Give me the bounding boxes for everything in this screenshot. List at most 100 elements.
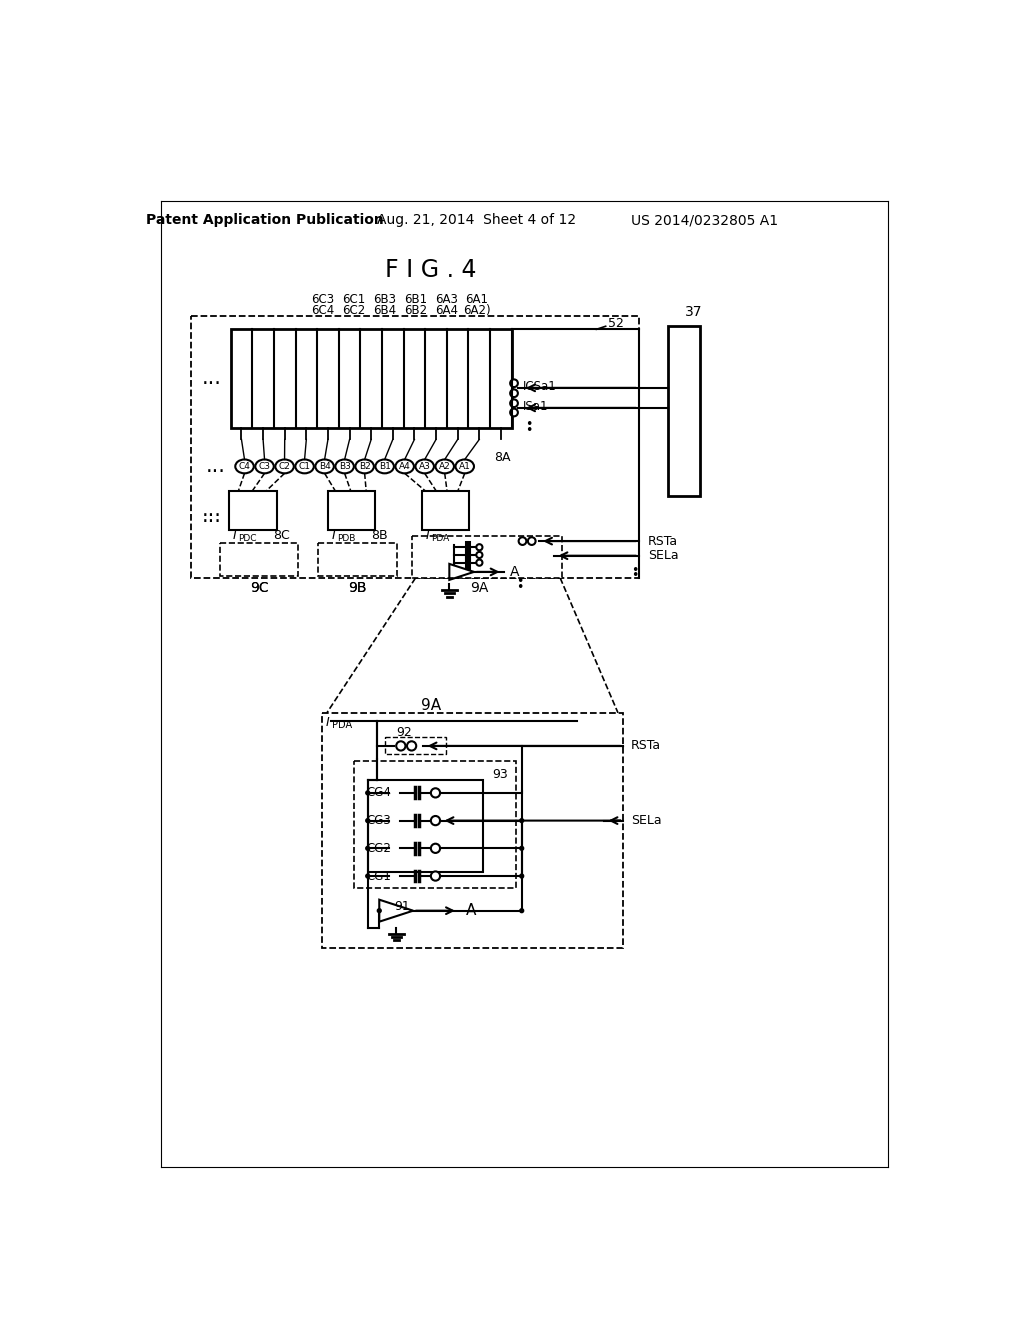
Text: B2: B2: [358, 462, 371, 471]
Text: 93: 93: [493, 768, 508, 781]
Text: 9C: 9C: [250, 581, 268, 595]
Circle shape: [378, 908, 381, 912]
Text: Patent Application Publication: Patent Application Publication: [146, 213, 384, 227]
Bar: [328, 491, 376, 529]
Text: C1: C1: [299, 462, 310, 471]
Bar: [190, 317, 639, 578]
Text: •: •: [525, 424, 532, 437]
Ellipse shape: [315, 459, 334, 474]
Text: ISa1: ISa1: [523, 400, 549, 413]
Text: 6A2): 6A2): [463, 305, 490, 317]
Circle shape: [510, 379, 518, 387]
Text: A: A: [510, 565, 519, 579]
Bar: [229, 491, 276, 529]
Bar: [318, 544, 397, 576]
Text: PDA: PDA: [332, 721, 351, 730]
Circle shape: [510, 400, 518, 407]
Circle shape: [431, 816, 440, 825]
Text: US 2014/0232805 A1: US 2014/0232805 A1: [631, 213, 778, 227]
Text: 9A: 9A: [470, 581, 488, 595]
Text: 6C3: 6C3: [311, 293, 335, 306]
Text: B1: B1: [379, 462, 390, 471]
Text: 6A4: 6A4: [435, 305, 458, 317]
Text: 6B3: 6B3: [373, 293, 396, 306]
Text: ...: ...: [206, 457, 225, 477]
Text: 6C2: 6C2: [342, 305, 366, 317]
Circle shape: [510, 389, 518, 397]
Text: A3: A3: [419, 462, 431, 471]
Text: 6A3: 6A3: [435, 293, 458, 306]
Text: 8A: 8A: [494, 450, 511, 463]
Text: 37: 37: [685, 305, 702, 319]
Circle shape: [396, 742, 406, 751]
Text: •: •: [525, 417, 532, 430]
Text: A2: A2: [439, 462, 451, 471]
Bar: [230, 330, 512, 428]
Circle shape: [407, 742, 416, 751]
Bar: [412, 536, 562, 578]
Text: 8C: 8C: [273, 529, 290, 543]
Ellipse shape: [435, 459, 454, 474]
Text: SELa: SELa: [648, 549, 679, 562]
Circle shape: [518, 537, 526, 545]
Circle shape: [476, 560, 482, 566]
Text: ...: ...: [202, 368, 221, 388]
Ellipse shape: [376, 459, 394, 474]
Bar: [322, 713, 624, 948]
Text: I: I: [332, 529, 335, 543]
Text: CG4: CG4: [366, 787, 391, 800]
Text: RSTa: RSTa: [631, 739, 662, 752]
Text: PDA: PDA: [431, 533, 450, 543]
Circle shape: [366, 791, 370, 795]
Ellipse shape: [255, 459, 273, 474]
Ellipse shape: [456, 459, 474, 474]
Text: CG2: CG2: [366, 842, 391, 855]
Text: 9B: 9B: [348, 581, 367, 595]
Circle shape: [476, 544, 482, 550]
Text: •: •: [516, 574, 523, 587]
Circle shape: [510, 409, 518, 416]
Text: ...: ...: [202, 500, 221, 520]
Text: 92: 92: [396, 726, 412, 739]
Bar: [385, 738, 446, 755]
Text: I: I: [326, 717, 330, 730]
Text: Aug. 21, 2014  Sheet 4 of 12: Aug. 21, 2014 Sheet 4 of 12: [378, 213, 577, 227]
Text: A4: A4: [398, 462, 411, 471]
Circle shape: [366, 818, 370, 822]
Ellipse shape: [236, 459, 254, 474]
Circle shape: [431, 871, 440, 880]
Text: 6C4: 6C4: [311, 305, 335, 317]
Ellipse shape: [416, 459, 434, 474]
Text: 9A: 9A: [421, 697, 441, 713]
Circle shape: [520, 908, 523, 912]
Bar: [422, 491, 469, 529]
Circle shape: [520, 846, 523, 850]
Bar: [220, 544, 298, 576]
Bar: [668, 326, 700, 496]
Text: •: •: [631, 564, 639, 577]
Text: CG1: CG1: [366, 870, 391, 883]
Text: 8B: 8B: [372, 529, 388, 543]
Circle shape: [366, 846, 370, 850]
Text: C2: C2: [279, 462, 291, 471]
Text: •: •: [631, 569, 639, 582]
Text: PDC: PDC: [239, 533, 257, 543]
Circle shape: [528, 537, 536, 545]
Circle shape: [431, 843, 440, 853]
Text: •: •: [516, 581, 523, 594]
Ellipse shape: [295, 459, 313, 474]
Text: 9C: 9C: [250, 581, 268, 595]
Text: A: A: [466, 903, 476, 919]
Ellipse shape: [275, 459, 294, 474]
Text: I: I: [233, 529, 237, 543]
Bar: [354, 760, 515, 887]
Text: B3: B3: [339, 462, 350, 471]
Circle shape: [366, 874, 370, 878]
Text: F I G . 4: F I G . 4: [385, 257, 476, 282]
Text: PDB: PDB: [337, 533, 355, 543]
Circle shape: [520, 818, 523, 822]
Text: ICSa1: ICSa1: [523, 380, 557, 393]
Text: B4: B4: [318, 462, 331, 471]
Circle shape: [431, 788, 440, 797]
Text: 6B4: 6B4: [373, 305, 396, 317]
